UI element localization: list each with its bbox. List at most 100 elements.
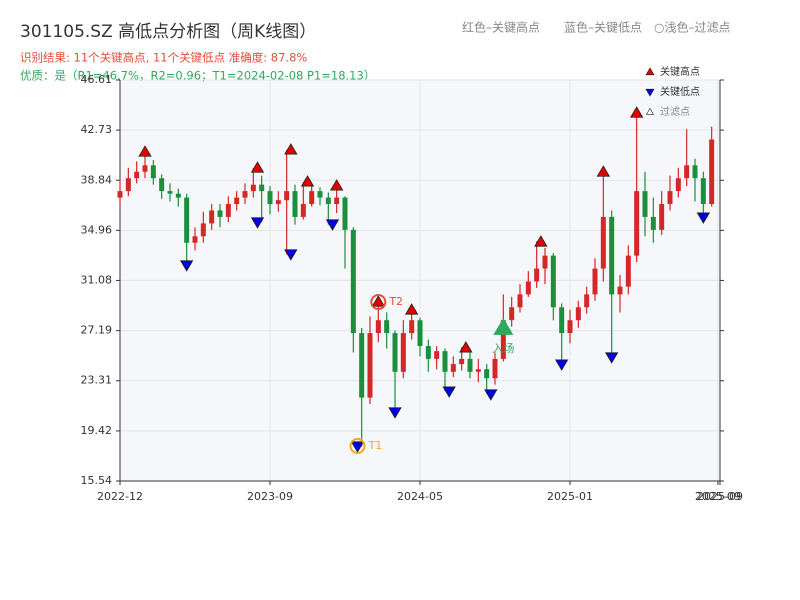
candle-body <box>667 191 673 205</box>
key-high <box>284 143 298 155</box>
candle-body <box>192 236 198 243</box>
candle-body <box>259 184 265 192</box>
candle-body <box>309 191 315 205</box>
x-tick-label: 2025-01 <box>547 490 593 503</box>
candle-body <box>292 191 298 217</box>
annotation-label: T2 <box>388 295 403 308</box>
candle-body <box>409 320 415 334</box>
legend-label: 过滤点 <box>660 105 690 118</box>
candle-body <box>534 268 540 282</box>
candle-body <box>117 191 123 198</box>
candle-body <box>609 216 615 295</box>
x-tick-label: 2025-09 <box>697 490 743 503</box>
y-tick-label: 42.73 <box>81 123 113 136</box>
legend-marker <box>645 107 655 115</box>
y-tick-label: 34.96 <box>81 223 113 236</box>
key-low <box>442 386 456 398</box>
candle-body <box>642 191 648 217</box>
candle-body <box>342 197 348 230</box>
legend-marker <box>645 88 655 97</box>
candle-body <box>559 307 565 334</box>
candle-body <box>392 333 398 372</box>
candle-body <box>350 229 356 334</box>
candle-body <box>159 178 165 192</box>
key-low <box>179 260 194 272</box>
candle-body <box>209 210 215 224</box>
candle-body <box>592 268 598 295</box>
candle-body <box>317 191 323 198</box>
x-tick-label: 2024-05 <box>397 490 443 503</box>
candle-body <box>375 320 381 334</box>
key-low <box>250 217 265 229</box>
quality-line: 优质：是（R1=46.7%，R2=0.96；T1=2024-02-08 P1=1… <box>20 69 375 83</box>
key-high <box>329 179 344 191</box>
candle-body <box>467 358 473 372</box>
candle-body <box>659 204 665 230</box>
header-legend: 红色–关键高点 蓝色–关键低点 ○浅色–过滤点 <box>462 20 730 35</box>
annotation-label: 入场 <box>492 341 514 355</box>
candle-body <box>250 184 256 192</box>
candle-body <box>450 364 456 372</box>
key-high <box>371 295 386 307</box>
key-high <box>534 235 548 247</box>
y-tick-label: 27.19 <box>81 324 113 337</box>
key-high <box>459 341 473 353</box>
candle-body <box>234 197 240 205</box>
candle-body <box>300 204 306 217</box>
candle-body <box>175 193 181 198</box>
candle-body <box>284 191 290 201</box>
y-tick-label: 15.54 <box>81 474 113 487</box>
candle-body <box>267 191 273 205</box>
key-low <box>484 389 498 401</box>
y-tick-label: 19.42 <box>81 424 113 437</box>
candle-body <box>475 369 481 372</box>
y-tick-label: 46.61 <box>81 73 113 86</box>
candle-body <box>384 320 390 334</box>
key-high <box>596 165 611 177</box>
annotation-ring <box>370 293 387 310</box>
entry-marker <box>493 317 514 335</box>
annotation-ring <box>349 438 366 455</box>
candle-body <box>334 197 340 205</box>
key-low <box>554 359 569 371</box>
legend-label: 关键高点 <box>660 65 700 78</box>
candle-body <box>425 345 431 359</box>
subtitle: 识别结果: 11个关键高点, 11个关键低点 准确度: 87.8% <box>20 51 307 65</box>
candle-body <box>542 255 548 269</box>
candle-body <box>484 369 490 379</box>
candle-body <box>150 165 156 179</box>
candle-body <box>275 200 281 205</box>
candle-body <box>492 358 498 379</box>
candle-body <box>442 351 448 372</box>
candle-body <box>125 178 131 192</box>
key-high <box>404 303 419 315</box>
candle-body <box>650 216 656 230</box>
candle-body <box>617 286 623 295</box>
candle-body <box>184 197 190 243</box>
key-low <box>696 212 711 224</box>
candle-body <box>359 333 365 398</box>
candle-body <box>692 165 698 179</box>
candle-body <box>684 165 690 179</box>
candle-body <box>567 320 573 334</box>
annotation-label: T1 <box>368 439 383 452</box>
candle-body <box>709 139 715 205</box>
candle-body <box>509 307 515 321</box>
candle-body <box>400 333 406 372</box>
key-high <box>629 106 644 118</box>
candle-body <box>517 294 523 308</box>
key-low <box>284 249 298 261</box>
candle-body <box>200 223 206 237</box>
y-tick-label: 23.31 <box>81 374 113 387</box>
candle-body <box>217 210 223 217</box>
candle-body <box>634 191 640 256</box>
legend-label: 关键低点 <box>660 85 700 98</box>
x-tick-label: 2023-09 <box>247 490 293 503</box>
candle-body <box>142 165 148 172</box>
candle-body <box>625 255 631 287</box>
candle-body <box>242 191 248 198</box>
candle-body <box>367 333 373 398</box>
candle-body <box>700 178 706 205</box>
candle-body <box>525 281 531 295</box>
